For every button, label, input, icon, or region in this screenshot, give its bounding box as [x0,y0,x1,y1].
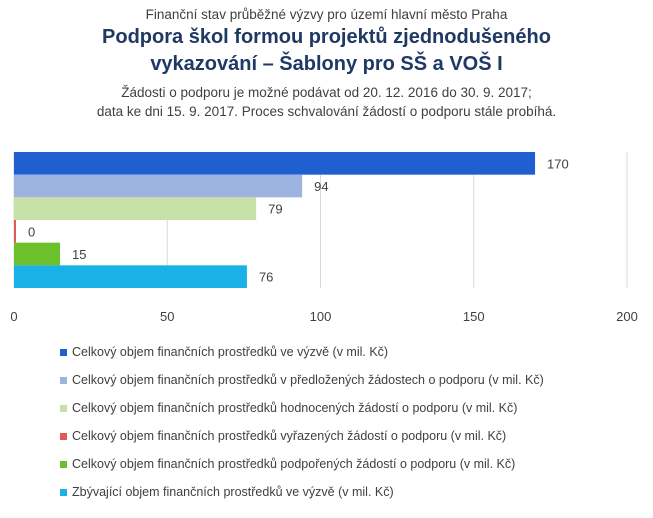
bar [14,197,257,220]
legend-label: Celkový objem finančních prostředků hodn… [72,401,518,415]
bar-value-label: 76 [259,270,273,285]
bar-chart: 170 94 79 0 15 76 0 50 100 150 200 [10,152,638,324]
legend-item: Celkový objem finančních prostředků vyřa… [60,427,506,445]
bar [14,220,16,243]
legend-swatch [60,348,67,356]
chart-title-line-1: Podpora škol formou projektů zjednodušen… [102,26,551,48]
chart-bars [14,152,536,288]
x-tick-label: 50 [160,309,174,324]
bar [14,174,303,198]
legend-item: Celkový objem finančních prostředků ve v… [60,343,388,361]
legend-item: Celkový objem finančních prostředků v př… [60,371,544,389]
x-tick-label: 150 [463,309,485,324]
bar [14,265,247,288]
legend-label: Zbývající objem finančních prostředků ve… [72,485,394,499]
bar-value-label: 170 [547,156,569,171]
legend-item: Zbývající objem finančních prostředků ve… [60,483,394,501]
x-tick-label: 100 [310,309,332,324]
bar-value-label: 79 [268,202,282,217]
chart-title-line-2: vykazování – Šablony pro SŠ a VOŠ I [150,53,503,75]
x-tick-label: 200 [616,309,638,324]
legend-swatch [60,404,67,412]
bar-value-label: 0 [28,224,35,239]
legend-item: Celkový objem finančních prostředků hodn… [60,399,517,417]
legend-swatch [60,432,67,440]
legend-label: Celkový objem finančních prostředků podp… [72,457,516,471]
chart-x-ticks: 0 50 100 150 200 [10,309,637,324]
bar-value-label: 94 [314,179,328,194]
legend-swatch [60,460,67,468]
legend-label: Celkový objem finančních prostředků v př… [72,373,544,387]
legend-item: Celkový objem finančních prostředků podp… [60,455,515,473]
chart-subtitle-line-2: data ke dni 15. 9. 2017. Proces schvalov… [96,104,557,119]
chart-pretitle: Finanční stav průběžné výzvy pro území h… [145,7,508,22]
legend-label: Celkový objem finančních prostředků vyřa… [72,429,507,443]
bar [14,242,60,266]
bar [14,152,536,175]
legend-label: Celkový objem finančních prostředků ve v… [72,345,389,359]
chart-subtitle-line-1: Žádosti o podporu je možné podávat od 20… [121,85,532,100]
bar-value-label: 15 [72,247,86,262]
legend-swatch [60,376,67,384]
legend-swatch [60,488,67,496]
chart-data-labels: 170 94 79 0 15 76 [28,156,569,284]
x-tick-label: 0 [10,309,17,324]
